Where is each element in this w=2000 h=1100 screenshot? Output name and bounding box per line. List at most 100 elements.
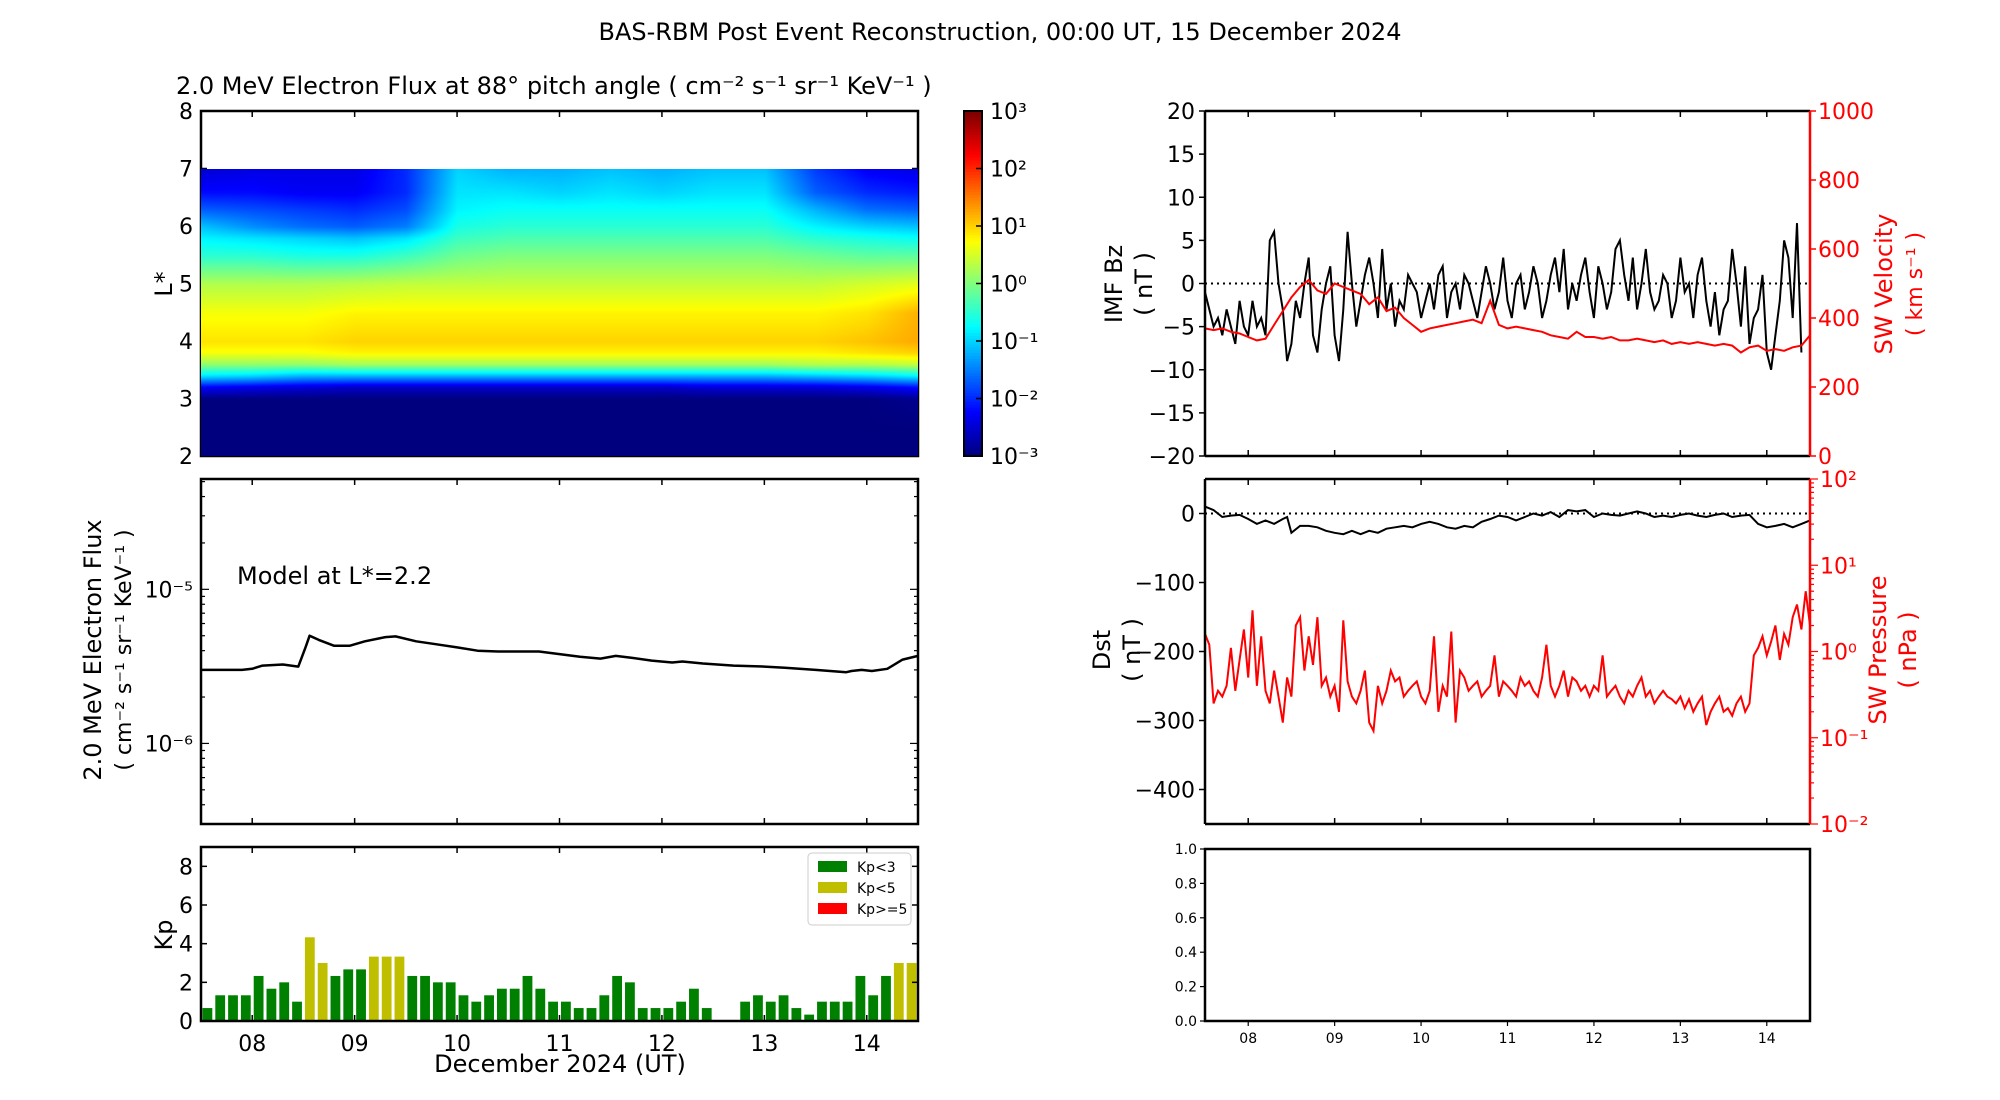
colorbar-segment [964, 125, 982, 129]
y-tick-label: 0.4 [1175, 945, 1197, 961]
y-tick-label: −200 [1135, 641, 1195, 666]
kp-bar [842, 1001, 853, 1021]
colorbar-segment [964, 131, 982, 135]
kp-bar [381, 956, 392, 1021]
x-tick-label: 10 [443, 1032, 471, 1057]
y-tick-label: 20 [1167, 100, 1195, 125]
flux-ylabel-line1: 2.0 MeV Electron Flux [79, 519, 107, 780]
colorbar-segment [964, 116, 982, 121]
kp-bar [509, 988, 520, 1021]
kp-bar [689, 988, 699, 1021]
kp-bar [535, 988, 546, 1021]
kp-panel: 0 2 4 6 8 08 09 10 11 12 13 14 Kp December 2024 (UT… [150, 845, 920, 1078]
colorbar-segment [964, 208, 982, 213]
kp-bar [356, 969, 366, 1021]
kp-bar [420, 975, 430, 1021]
kp-bar [586, 1008, 597, 1021]
kp-bar [573, 1008, 584, 1021]
colorbar-segment [964, 392, 982, 397]
dst-ylabel-line2: ( nT ) [1118, 618, 1146, 682]
kp-bar [804, 1014, 815, 1021]
y-tick-label: 2 [179, 971, 193, 996]
colorbar-segment [964, 444, 982, 448]
colorbar-segment [964, 427, 982, 431]
imf-ylabel-line2: ( nT ) [1130, 252, 1158, 316]
kp-bar [394, 956, 405, 1021]
kp-bar [240, 995, 251, 1021]
kp-bar [637, 1008, 648, 1021]
colorbar-segment [964, 128, 982, 132]
colorbar-segment [964, 315, 982, 319]
colorbar-segment [964, 228, 982, 233]
colorbar-segment [964, 260, 982, 264]
y-tick-label: 0.6 [1175, 911, 1197, 927]
colorbar-segment [964, 292, 982, 296]
kp-bar [676, 1001, 687, 1021]
colorbar-segment [964, 441, 982, 446]
spectrogram-panel: 2.0 MeV Electron Flux at 88° pitch angle… [150, 72, 1038, 470]
y-tick-label: 8 [179, 100, 193, 125]
y-tick-label: 5 [1181, 229, 1195, 254]
spectrogram-heatmap [201, 168, 918, 456]
dst-ylabel-line1: Dst [1088, 630, 1116, 670]
colorbar-segment [964, 203, 982, 207]
x-tick-label: 09 [341, 1032, 369, 1057]
flux-frame [199, 477, 920, 826]
kp-bar [445, 982, 456, 1021]
y2-tick-label: 600 [1818, 238, 1860, 263]
colorbar-segment [964, 381, 982, 385]
colorbar-segment [964, 395, 982, 400]
colorbar-segment [964, 404, 982, 408]
kp-bar [701, 1008, 712, 1021]
y2-tick-label: 10² [1820, 468, 1857, 493]
legend-swatch [818, 882, 847, 893]
kp-bar [663, 1008, 674, 1021]
legend-label: Kp<5 [857, 881, 896, 897]
colorbar-segment [964, 332, 982, 336]
colorbar-segment [964, 234, 982, 239]
colorbar-segment [964, 346, 982, 351]
kp-bar [432, 982, 443, 1021]
colorbar-segment [964, 341, 982, 345]
y-tick-label: 0 [1181, 273, 1195, 298]
colorbar-segment [964, 295, 982, 299]
y-tick-label: −15 [1149, 402, 1195, 427]
colorbar-segment [964, 240, 982, 244]
kp-bar [330, 975, 341, 1021]
legend-label: Kp<3 [857, 860, 896, 876]
x-tick-label: 13 [1671, 1031, 1689, 1047]
kp-bar [855, 975, 866, 1021]
colorbar-segment [964, 438, 982, 443]
colorbar-segment [964, 142, 982, 147]
colorbar-segment [964, 134, 982, 138]
colorbar-segment [964, 407, 982, 411]
colorbar-segment [964, 226, 982, 230]
colorbar-segment [964, 217, 982, 221]
colorbar-segment [964, 113, 982, 118]
colorbar-segment [964, 410, 982, 414]
colorbar-segment [964, 119, 982, 124]
x-tick-label: 13 [750, 1032, 778, 1057]
kp-bar [522, 975, 533, 1021]
colorbar-segment [964, 352, 982, 356]
colorbar-segment [964, 430, 982, 434]
colorbar-segment [964, 272, 982, 276]
colorbar-segment [964, 223, 982, 227]
colorbar-segment [964, 200, 982, 204]
kp-bar [407, 975, 418, 1021]
kp-bar [893, 963, 904, 1021]
colorbar-segment [964, 303, 982, 308]
colorbar-segment [964, 415, 982, 420]
colorbar-segment [964, 194, 982, 198]
y-tick-label: 4 [179, 330, 193, 355]
kp-bar [612, 975, 623, 1021]
y-tick-label: −300 [1135, 710, 1195, 735]
colorbar-segment [964, 159, 982, 164]
y2-tick-label: 10⁰ [1820, 641, 1857, 666]
kp-bar [778, 995, 789, 1021]
y-tick-label: 2 [179, 445, 193, 470]
colorbar-segment [964, 151, 982, 155]
colorbar-segment [964, 326, 982, 331]
y-tick-label: 10⁻⁵ [145, 578, 193, 603]
y-tick-label: 0.8 [1175, 876, 1197, 892]
